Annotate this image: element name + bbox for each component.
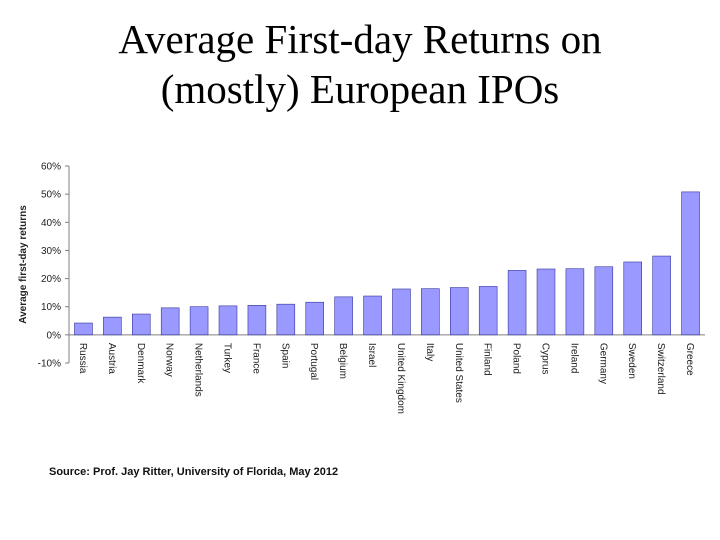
x-tick-label: Switzerland [655,343,666,395]
title-line-1: Average First-day Returns on [118,16,602,62]
bar-finland [478,286,498,336]
bar-united-states [450,287,469,336]
y-tick-label: 20% [41,274,61,285]
bar-italy [421,288,440,336]
bar-united-kingdom [392,288,411,336]
x-tick-label: Israel [366,343,377,367]
y-tick-label: 30% [41,246,61,257]
bar-portugal [305,301,324,336]
x-tick-label: Turkey [222,343,233,373]
bar-cyprus [536,268,556,336]
x-tick-label: United States [453,343,464,403]
x-tick-label: Ireland [568,343,579,374]
x-tick-label: Cyprus [540,343,551,375]
bar-turkey [218,305,238,336]
x-tick-label: Belgium [337,343,348,379]
x-tick-label: Netherlands [193,343,204,397]
bar-netherlands [189,306,209,336]
source-note: Source: Prof. Jay Ritter, University of … [49,466,339,478]
bar-spain [276,303,296,336]
x-tick-label: Austria [106,343,117,375]
x-tick-labels: Russia Austria Denmark Norway Netherlands Tur… [77,343,695,414]
x-tick-label: Russia [77,343,88,374]
y-tick-label: 10% [41,302,61,313]
y-tick-label: 40% [41,218,61,229]
bar-poland [507,270,527,336]
bar-france [247,305,267,336]
bar-austria [103,316,122,336]
x-tick-label: Poland [511,343,522,374]
y-axis-label: Average first-day returns [18,205,29,324]
bar-greece [681,191,700,336]
x-tick-label: Italy [424,343,435,361]
bar-switzerland [652,255,671,336]
x-tick-label: Greece [684,343,695,376]
bar-denmark [132,313,151,336]
bar-germany [594,266,614,336]
x-tick-label: Portugal [308,343,319,380]
x-tick-label: Germany [597,343,608,384]
y-tick-label: 50% [41,190,61,201]
bar-ireland [565,268,585,336]
bar-sweden [623,261,642,336]
bars [74,191,700,336]
bar-belgium [334,296,353,336]
bar-norway [160,307,180,336]
y-tick-label: 60% [41,162,61,173]
x-tick-label: France [250,343,261,375]
x-tick-label: Spain [279,343,290,369]
slide-title: Average First-day Returns on (mostly) Eu… [0,14,720,114]
x-tick-label: Sweden [626,343,637,379]
y-tick-label: -10% [38,359,61,370]
y-tick-labels: -10% 0% 10% 20% 30% 40% 50% 60% [38,162,61,370]
x-tick-label: Denmark [135,343,146,385]
bar-russia [74,322,93,336]
y-tick-label: 0% [47,330,62,341]
y-axis-label-group: Average first-day returns [18,205,29,324]
bar-chart: Average first-day returns -10% 0% 10% 20% 30… [18,162,705,414]
x-tick-label: United Kingdom [395,343,406,414]
x-tick-label: Norway [164,343,175,377]
title-line-2: (mostly) European IPOs [160,66,560,112]
x-tick-label: Finland [482,343,493,376]
bar-israel [363,295,382,336]
